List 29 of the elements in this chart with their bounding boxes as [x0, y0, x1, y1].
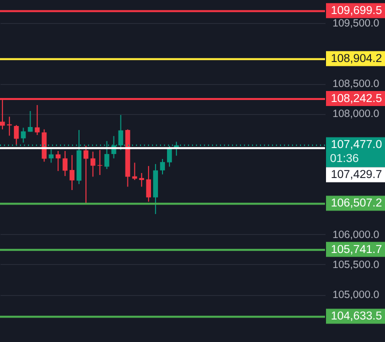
candlestick	[62, 150, 68, 177]
ref-line-label: 107,429.7	[330, 169, 382, 182]
candlestick	[139, 172, 144, 188]
ref-line-label: 108,242.5	[330, 93, 382, 106]
candlestick	[56, 150, 61, 172]
candlestick	[146, 166, 152, 202]
candlestick	[90, 151, 96, 178]
ref-line-label: 107,477.0	[330, 139, 382, 152]
y-tick-label: 105,500.0	[332, 258, 380, 271]
y-tick-label: 109,500.0	[332, 18, 380, 30]
ref-line-label: 106,507.2	[330, 198, 382, 210]
y-tick-label: 108,000.0	[332, 108, 380, 120]
y-tick-label: 106,000.0	[332, 228, 380, 241]
candlestick	[34, 104, 40, 136]
candlestick	[84, 145, 88, 204]
candlestick	[6, 116, 12, 136]
ref-line-label: 108,904.2	[330, 53, 382, 66]
ref-line-label: 104,633.5	[330, 310, 382, 323]
candlestick	[14, 124, 19, 146]
candlestick	[160, 158, 165, 175]
y-tick-label: 105,000.0	[332, 289, 380, 302]
text: 01:36	[330, 153, 359, 166]
ref-line-label: 109,699.5	[330, 5, 382, 18]
ref-line-label: 105,741.7	[330, 244, 382, 256]
candlestick	[70, 154, 74, 191]
candlestick	[48, 148, 54, 164]
candlestick	[20, 127, 26, 144]
candlestick	[167, 146, 172, 168]
y-tick-label: 108,500.0	[332, 78, 380, 90]
